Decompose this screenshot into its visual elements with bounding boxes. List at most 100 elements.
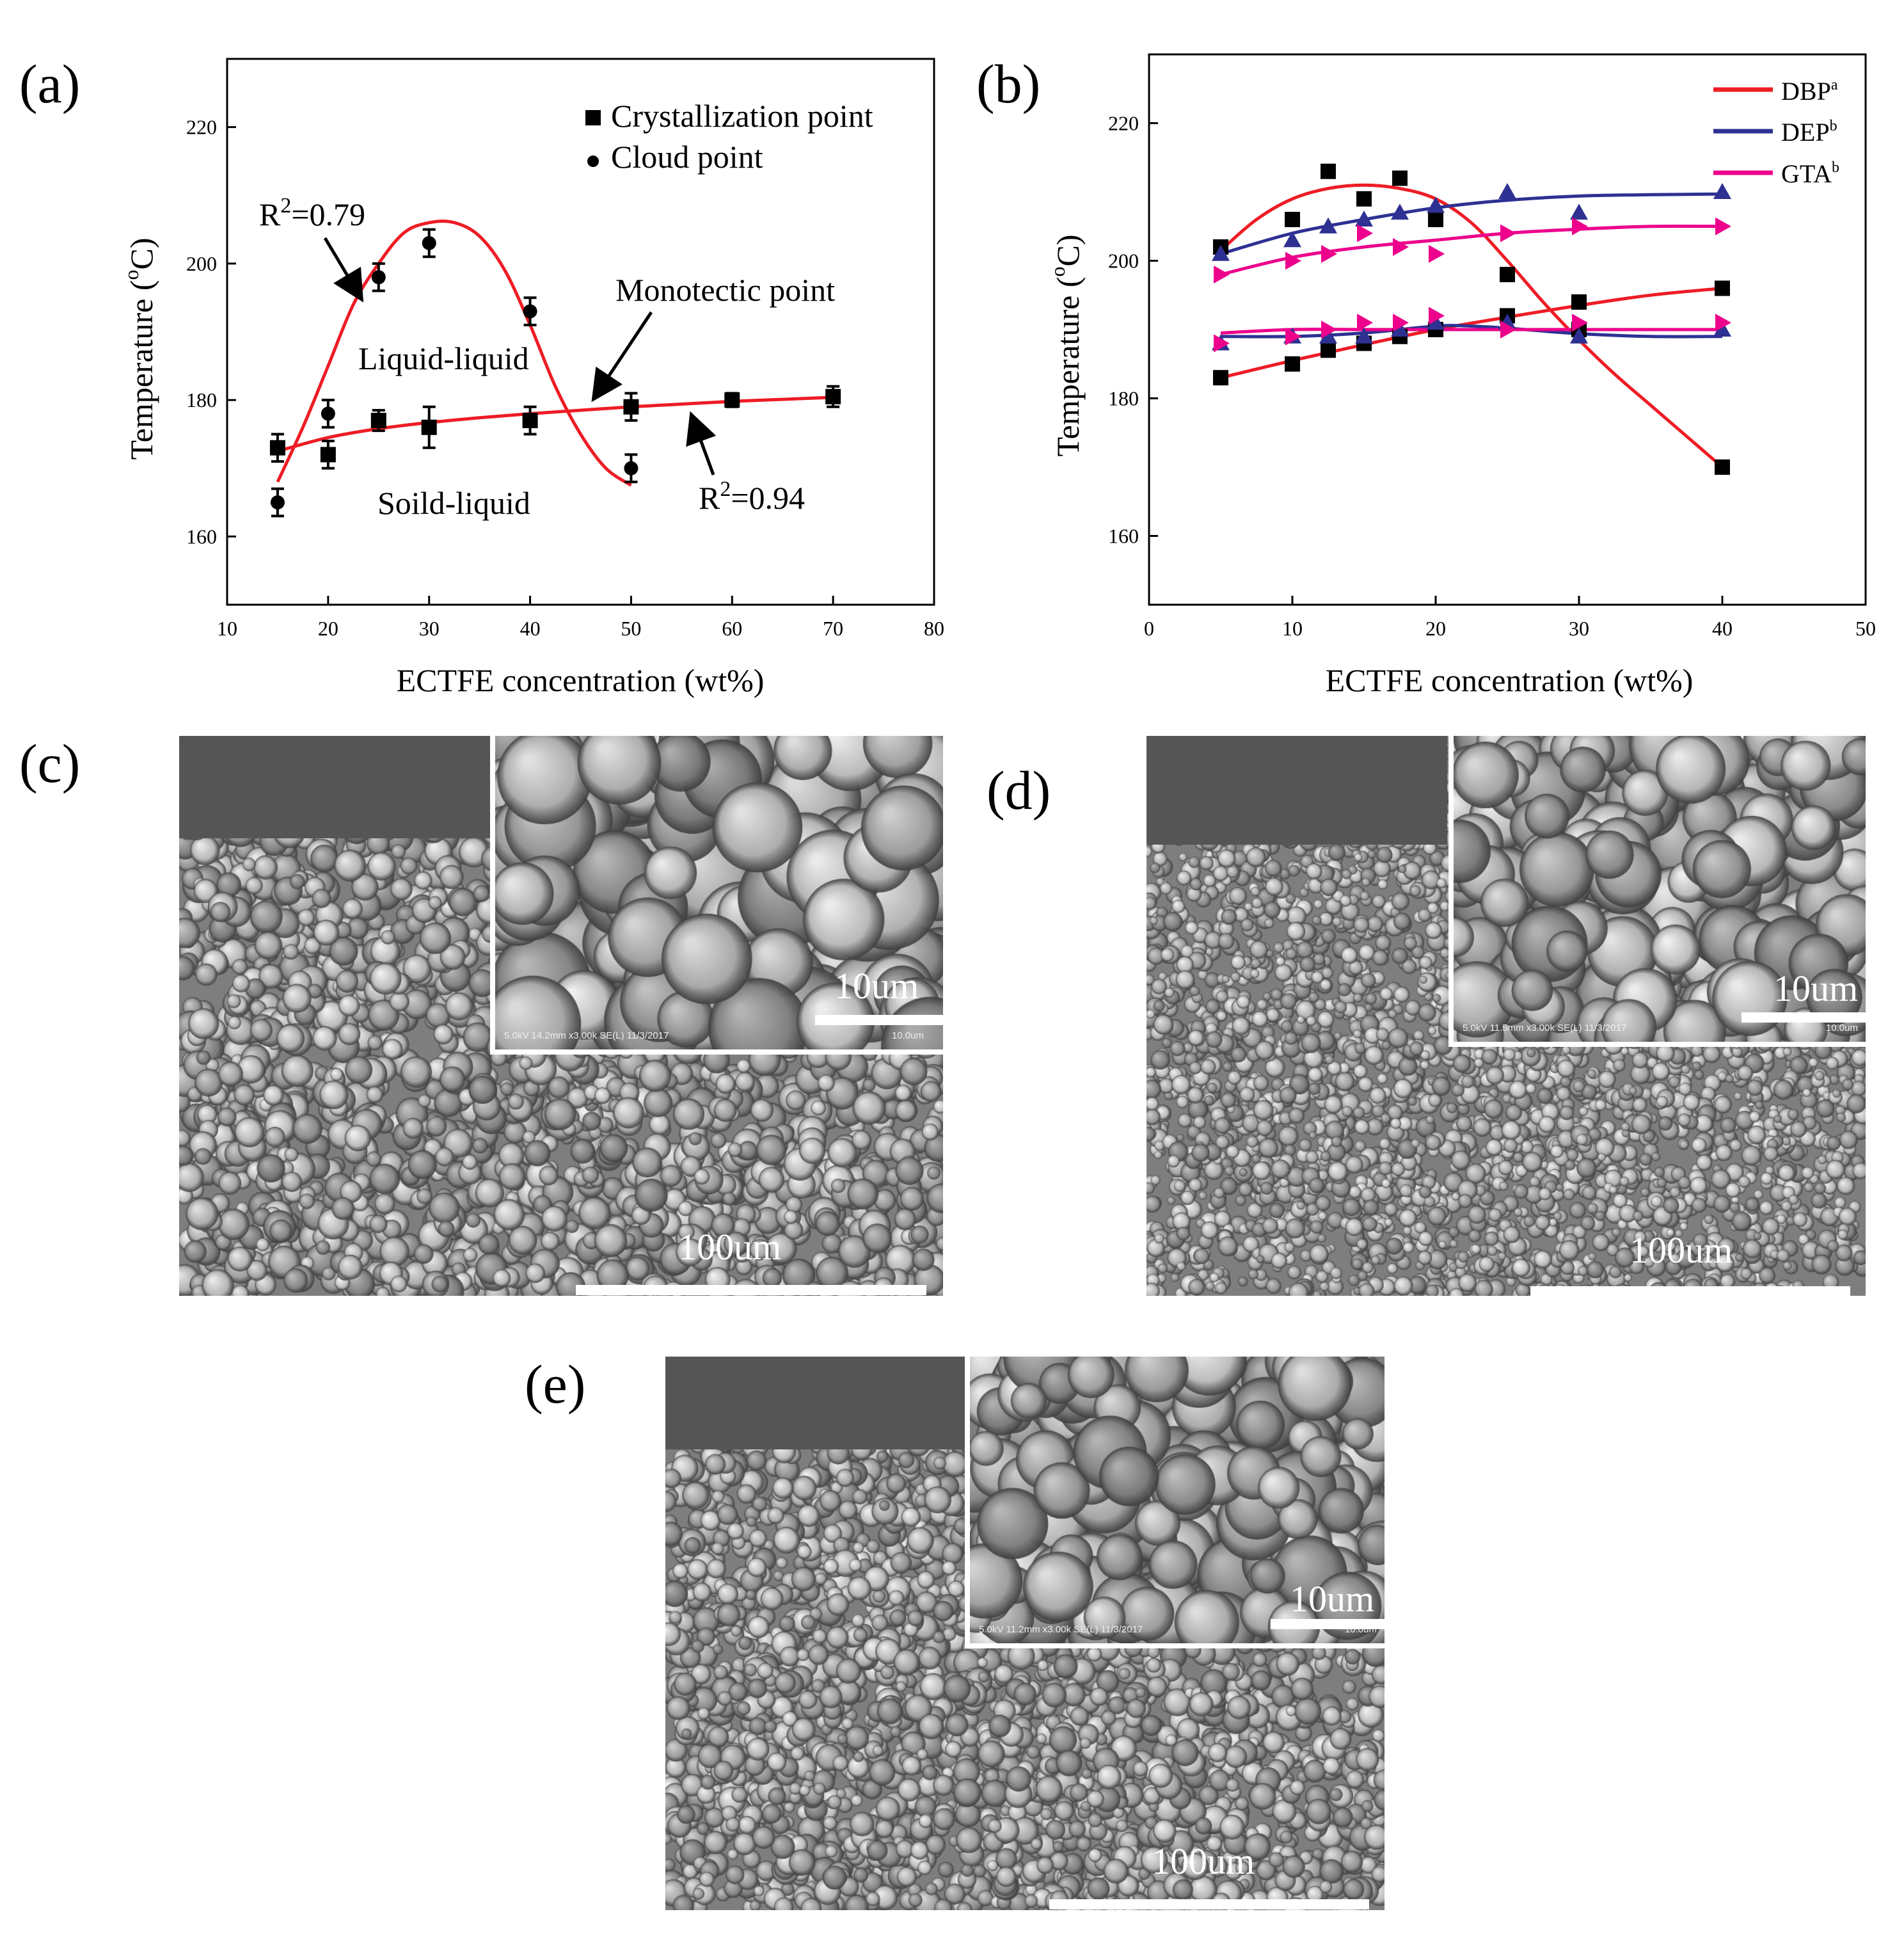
a-y-tick-label: 220 — [186, 116, 217, 139]
sem-d-inset-scale-label: 10um — [1773, 968, 1859, 1009]
b-y-tick-label: 160 — [1108, 525, 1139, 548]
legend-dbp: DBPa — [1781, 77, 1838, 106]
a-x-tick-label: 70 — [823, 617, 843, 640]
b-point — [1570, 327, 1588, 344]
a-point — [422, 235, 436, 250]
arrow-monotectic — [591, 311, 653, 403]
b-point — [1355, 211, 1373, 227]
legend-cloud: Cloud point — [611, 139, 763, 175]
sem-c-info-right: 10.0um — [891, 1030, 924, 1041]
b-point — [1285, 356, 1300, 372]
legend-circle-marker — [587, 155, 599, 167]
legend-gta: GTAb — [1781, 159, 1839, 188]
b-fit-curve — [1220, 192, 1723, 256]
sem-image-d: 5.0kV 11.5mm x3.00k SE(L) 11/3/2017 10.0… — [1146, 736, 1866, 1296]
sem-c-inset-scale-label: 10um — [834, 965, 919, 1007]
b-point — [1713, 321, 1731, 337]
sem-d-background-region — [1146, 736, 1447, 845]
arrow-r2-crystal — [686, 411, 717, 475]
sem-c-info: 5.0kV 14.2mm x3.00k SE(L) 11/3/2017 — [504, 1030, 669, 1041]
sem-e-inset-scale-label: 10um — [1290, 1578, 1375, 1620]
b-point — [1321, 163, 1336, 179]
b-point — [1500, 321, 1516, 339]
sem-e-inset-scale-bar — [1271, 1619, 1384, 1629]
b-point — [1319, 327, 1337, 344]
sem-d-inset-texture — [1454, 736, 1866, 1042]
sem-e-main-scale-bar — [1049, 1899, 1369, 1909]
sem-d-inset-scale-bar — [1741, 1012, 1866, 1023]
b-point — [1319, 217, 1337, 234]
annotation-r2-crystal: R2=0.94 — [699, 477, 805, 516]
b-point — [1283, 231, 1301, 248]
a-x-tick-label: 30 — [419, 617, 440, 640]
b-point — [1715, 314, 1731, 332]
b-fit-curve — [1220, 224, 1723, 276]
b-point — [1715, 459, 1730, 475]
b-point — [1571, 294, 1587, 310]
b-point — [1429, 307, 1445, 325]
sem-c-inset: 5.0kV 14.2mm x3.00k SE(L) 11/3/2017 10.0… — [490, 736, 943, 1055]
sem-c-main-scale-bar — [576, 1285, 926, 1295]
a-fit-curve — [277, 395, 834, 453]
sem-e-background-region — [665, 1357, 965, 1449]
b-fit-curve — [1220, 328, 1722, 335]
b-point — [1427, 196, 1445, 213]
b-fit-curve — [1220, 324, 1723, 339]
b-point — [1355, 327, 1373, 344]
panel-label-e: (e) — [525, 1353, 586, 1415]
a-point — [270, 495, 285, 510]
chart-b-y-axis-label: Temperature (oC) — [1046, 234, 1086, 456]
legend-square-marker — [585, 110, 601, 125]
a-point — [320, 447, 336, 463]
annotation-liquid-liquid: Liquid-liquid — [358, 340, 529, 376]
a-y-tick-label: 200 — [186, 252, 217, 275]
a-x-tick-label: 80 — [924, 617, 944, 640]
chart-a: 10 20 30 40 50 60 70 80 160 180 200 220 ECTFE conce… — [120, 58, 944, 698]
b-point — [1321, 244, 1337, 263]
a-y-tick-label: 180 — [186, 388, 217, 411]
b-point — [1498, 183, 1516, 199]
b-point — [1357, 314, 1373, 332]
annotation-solid-liquid: Soild-liquid — [377, 485, 530, 521]
b-point — [1570, 203, 1588, 220]
b-point — [1214, 266, 1230, 283]
b-point — [1391, 321, 1409, 337]
a-point — [825, 388, 841, 404]
b-point — [1429, 244, 1445, 263]
sem-e-info: 5.0kV 11.2mm x3.00k SE(L) 11/3/2017 — [979, 1624, 1143, 1635]
b-point — [1500, 267, 1515, 282]
b-fit-curve — [1219, 183, 1724, 468]
b-x-tick-label: 50 — [1855, 617, 1876, 640]
a-x-tick-label: 40 — [520, 617, 541, 640]
b-point — [1321, 342, 1336, 358]
b-x-tick-label: 10 — [1282, 617, 1303, 640]
panel-label-d: (d) — [987, 760, 1051, 821]
sem-image-e: 5.0kV 11.2mm x3.00k SE(L) 11/3/2017 10.0… — [665, 1357, 1384, 1910]
sem-d-info-right: 10.0um — [1825, 1023, 1858, 1033]
sem-c-inset-texture — [495, 736, 943, 1049]
b-y-tick-label: 180 — [1108, 387, 1139, 410]
b-point — [1393, 238, 1409, 256]
sem-e-inset-texture — [970, 1357, 1384, 1643]
chart-a-x-axis-label: ECTFE concentration (wt%) — [397, 662, 765, 698]
b-y-tick-label: 200 — [1108, 250, 1139, 273]
sem-e-main-scale-label: 100um — [1152, 1840, 1255, 1882]
a-point — [421, 419, 437, 435]
panel-label-c: (c) — [19, 733, 81, 794]
b-point — [1214, 334, 1230, 353]
panel-label-a: (a) — [19, 53, 81, 115]
sem-d-inset: 5.0kV 11.5mm x3.00k SE(L) 11/3/2017 10.0… — [1448, 736, 1866, 1047]
a-point — [269, 440, 285, 456]
b-point — [1393, 314, 1409, 332]
a-point — [370, 413, 386, 429]
arrow-r2-cloud — [323, 237, 364, 303]
a-x-tick-label: 60 — [722, 617, 742, 640]
annotation-monotectic: Monotectic point — [615, 272, 835, 308]
chart-a-y-axis-label: Temperature (oC) — [120, 237, 159, 459]
sem-e-inset: 5.0kV 11.2mm x3.00k SE(L) 11/3/2017 10.0… — [965, 1357, 1384, 1648]
b-point — [1391, 203, 1409, 220]
sem-c-background-region — [179, 736, 493, 838]
a-point — [522, 413, 538, 429]
legend-dep: DEPb — [1781, 118, 1837, 147]
sem-image-c: 5.0kV 14.2mm x3.00k SE(L) 11/3/2017 10.0… — [179, 736, 943, 1296]
